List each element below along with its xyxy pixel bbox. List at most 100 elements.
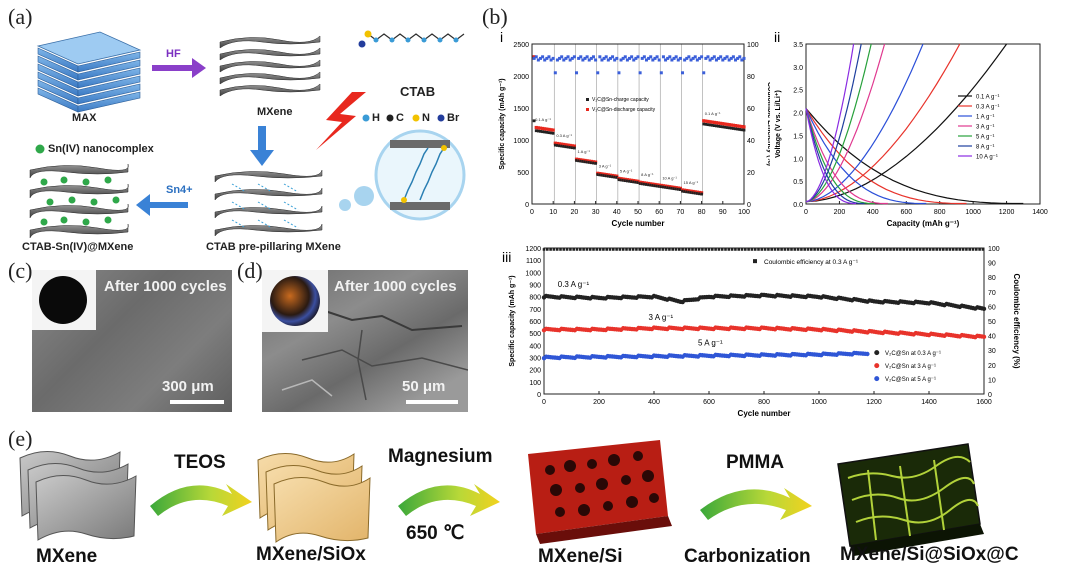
ce-point	[676, 58, 680, 62]
charge-point	[609, 175, 612, 178]
charge-point	[621, 178, 625, 182]
x-tick-label: 800	[934, 209, 946, 216]
y-tick-label: 0	[525, 202, 529, 209]
charge-point	[659, 185, 663, 189]
discharge-curve	[805, 108, 888, 205]
x-tick-label: 60	[655, 209, 663, 216]
ce-point	[872, 248, 876, 251]
ce-point	[671, 248, 674, 251]
ce-point	[738, 55, 742, 59]
discharge-point	[719, 121, 723, 125]
charge-curve	[805, 43, 862, 203]
discharge-point	[541, 126, 545, 131]
y-axis-label: Specific capacity (mAh g⁻¹)	[499, 78, 506, 169]
ce-point	[909, 248, 912, 251]
ce-point	[727, 58, 731, 62]
atom-legend	[362, 114, 445, 122]
sem-image-c: After 1000 cycles 300 μm	[32, 270, 232, 412]
charge-point	[564, 145, 568, 149]
ce-point	[595, 248, 599, 251]
ce-point	[829, 248, 833, 251]
ce-point	[644, 58, 648, 62]
arrow3-bottom-label: Carbonization	[684, 546, 811, 567]
charge-point	[594, 161, 597, 165]
charge-point	[674, 187, 678, 191]
ce-point	[585, 55, 589, 59]
ce-point	[564, 56, 568, 60]
ce-point	[730, 248, 734, 251]
y-tick-label: 500	[529, 331, 541, 338]
ce-point	[582, 248, 585, 251]
ce-point	[572, 55, 576, 59]
charge-point	[575, 159, 578, 162]
ce-point	[538, 56, 542, 60]
ce-point	[583, 56, 587, 60]
charge-point	[653, 184, 657, 188]
discharge-point	[549, 128, 553, 132]
ce-point	[836, 248, 839, 251]
ce-point	[780, 248, 783, 251]
ce-point	[727, 248, 731, 251]
y-tick-label: 2000	[513, 74, 529, 81]
y-tick-label: 1000	[513, 138, 529, 145]
ce-point	[737, 248, 740, 251]
discharge-point	[712, 120, 716, 124]
ce-point	[932, 248, 935, 251]
discharge-point	[562, 142, 566, 147]
y2-tick-label: 0	[747, 202, 751, 209]
ce-point	[902, 248, 905, 251]
annotation-03: 0.3 A g⁻¹	[558, 280, 590, 289]
legend-c: C	[396, 112, 404, 124]
charge-curve	[805, 43, 924, 203]
ce-point	[602, 248, 605, 251]
ce-point	[600, 58, 604, 62]
ce-point	[604, 55, 608, 59]
charge-point	[662, 185, 665, 189]
charge-point	[534, 129, 538, 133]
rate-label: 10 A g⁻¹	[662, 175, 677, 180]
ce-point	[666, 56, 670, 60]
ce-point	[552, 248, 556, 251]
scale-bar-c	[170, 400, 224, 404]
ce-point	[849, 248, 853, 251]
ce-point	[697, 56, 701, 60]
discharge-point	[566, 143, 570, 147]
ce-point	[767, 248, 770, 251]
charge-point	[693, 191, 697, 195]
ce-point	[555, 58, 559, 62]
ce-point	[546, 248, 549, 251]
discharge-curve	[805, 108, 927, 205]
y2-tick-label: 80	[988, 275, 996, 282]
ce-point	[534, 55, 538, 59]
charge-point	[556, 144, 559, 147]
discharge-point	[538, 126, 543, 130]
ce-point	[619, 58, 623, 62]
ce-point	[645, 248, 648, 251]
discharge-point	[740, 124, 744, 129]
discharge-point	[534, 125, 538, 130]
ce-point	[608, 248, 612, 251]
charge-point	[647, 183, 650, 187]
charge-point	[570, 146, 574, 150]
y-tick-label: 700	[529, 307, 541, 314]
ce-point	[681, 71, 685, 75]
y-tick-label: 1.5	[793, 133, 803, 140]
ce-point	[717, 56, 721, 60]
legend-charge-marker	[586, 98, 589, 101]
ce-point	[697, 248, 701, 251]
ce-point	[560, 55, 564, 59]
x-axis-label: Cycle number	[738, 409, 791, 418]
ce-point	[683, 58, 687, 62]
ce-point	[846, 248, 849, 251]
charge-point	[710, 123, 714, 127]
ce-point	[810, 248, 813, 251]
charge-point	[708, 123, 712, 127]
arrow2-top-label: Magnesium	[388, 446, 493, 467]
mxene-siox-sheets	[257, 453, 371, 543]
legend-discharge-marker	[586, 108, 589, 111]
charge-point	[581, 160, 585, 163]
charge-curve	[805, 43, 961, 203]
y-tick-label: 2.5	[793, 88, 803, 95]
x-tick-label: 1600	[976, 399, 992, 406]
panel-e-graphics	[19, 440, 984, 556]
